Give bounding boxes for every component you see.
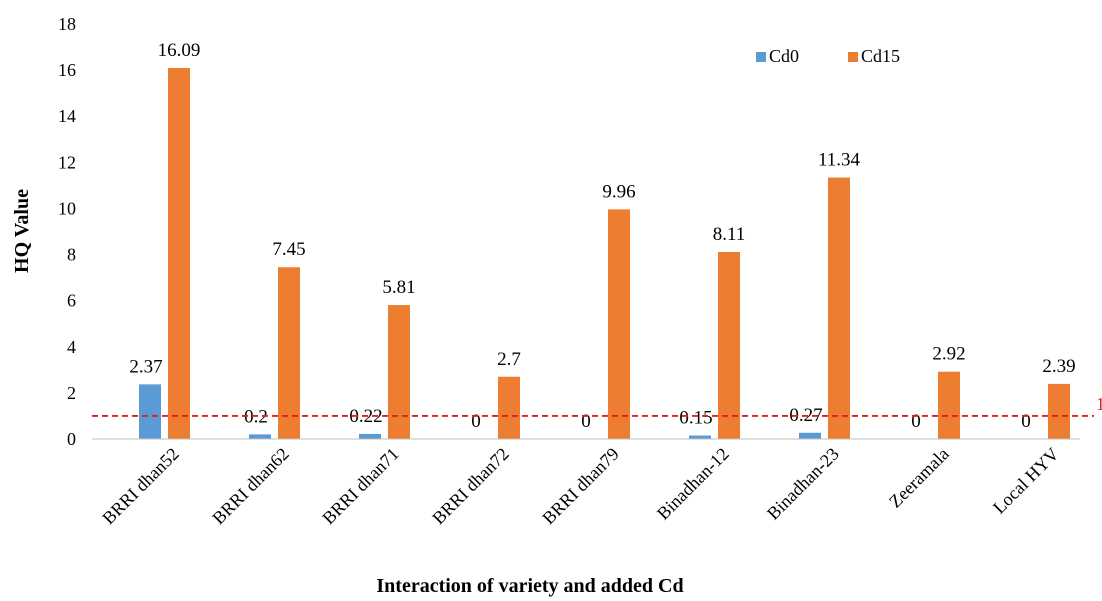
bar-cd15-7: [938, 371, 960, 439]
x-tick-label: BRRI dhan62: [208, 444, 293, 529]
x-tick-label: Binadhan-12: [653, 444, 733, 524]
bar-cd15-0: [168, 68, 190, 440]
data-label-cd15-5: 8.11: [713, 224, 746, 245]
bar-cd15-1: [278, 267, 300, 439]
bar-cd0-6: [799, 432, 821, 439]
x-tick-label: Local HYV: [989, 444, 1063, 518]
y-tick-label: 18: [58, 14, 76, 34]
data-label-cd0-4: 0: [581, 411, 591, 432]
data-label-cd15-4: 9.96: [602, 181, 635, 202]
bar-cd15-8: [1048, 383, 1070, 439]
x-tick-label: BRRI dhan72: [428, 444, 513, 529]
bar-cd15-6: [828, 177, 850, 440]
bar-cd15-4: [608, 209, 630, 439]
data-label-cd15-1: 7.45: [272, 239, 305, 260]
legend-swatch-cd15: [848, 52, 858, 62]
y-tick-label: 8: [67, 245, 76, 265]
data-label-cd15-7: 2.92: [932, 344, 965, 365]
y-tick-label: 14: [58, 106, 76, 126]
data-label-cd0-0: 2.37: [129, 356, 162, 377]
legend: Cd0 Cd15: [756, 46, 900, 66]
reference-line-group: 1: [92, 394, 1102, 417]
y-tick-label: 2: [67, 383, 76, 403]
bar-cd0-0: [139, 384, 161, 439]
data-label-cd0-7: 0: [911, 411, 921, 432]
bar-cd0-1: [249, 434, 271, 439]
y-tick-label: 4: [67, 337, 76, 357]
data-label-cd0-8: 0: [1021, 411, 1031, 432]
bar-cd0-2: [359, 433, 381, 439]
x-axis-title: Interaction of variety and added Cd: [376, 575, 683, 597]
data-labels: 2.370.2 0.22 0 0 0.15 0.27 0 016.097.455.812.79…: [129, 40, 1075, 432]
y-tick-label: 12: [58, 152, 76, 172]
data-label-cd0-5: 0.15: [679, 408, 712, 429]
data-label-cd15-6: 11.34: [818, 150, 861, 171]
x-tick-label: BRRI dhan79: [538, 444, 623, 529]
bar-cd15-2: [388, 305, 410, 439]
bars: [139, 68, 1070, 440]
data-label-cd0-3: 0: [471, 411, 481, 432]
y-tick-label: 10: [58, 198, 76, 218]
x-tick-label: Binadhan-23: [763, 444, 843, 524]
y-tick-label: 6: [67, 291, 76, 311]
x-tick-label: Zeeramala: [885, 444, 953, 512]
y-tick-label: 16: [58, 60, 76, 80]
legend-swatch-cd0: [756, 52, 766, 62]
y-axis-title: HQ Value: [11, 189, 33, 273]
legend-label-cd15: Cd15: [861, 46, 900, 66]
x-axis-labels: BRRI dhan52 BRRI dhan62 BRRI dhan71 BRRI dh…: [98, 444, 1063, 529]
y-axis-ticks: 0 2 4 6 8 10 12 14 16 18: [58, 14, 76, 449]
bar-cd0-5: [689, 435, 711, 439]
data-label-cd0-1: 0.2: [244, 406, 268, 427]
data-label-cd15-3: 2.7: [497, 349, 521, 370]
data-label-cd15-0: 16.09: [158, 40, 201, 61]
x-tick-label: BRRI dhan71: [318, 444, 403, 529]
y-tick-label: 0: [67, 429, 76, 449]
legend-label-cd0: Cd0: [769, 46, 799, 66]
data-label-cd15-8: 2.39: [1042, 356, 1075, 377]
bar-cd15-5: [718, 252, 740, 439]
data-label-cd15-2: 5.81: [382, 277, 415, 298]
reference-line-label: 1: [1096, 394, 1102, 414]
bar-cd15-3: [498, 376, 520, 439]
x-tick-label: BRRI dhan52: [98, 444, 183, 529]
